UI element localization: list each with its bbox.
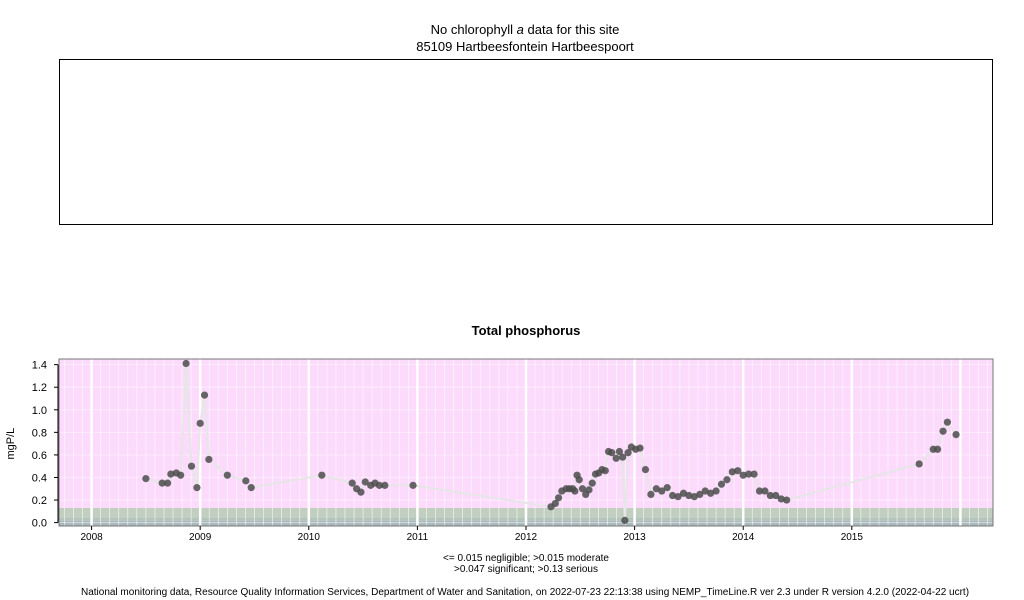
data-point [707, 489, 715, 497]
data-point [575, 476, 583, 484]
x-tick-label: 2012 [515, 532, 538, 543]
y-axis-label: mgP/L [5, 428, 17, 460]
footer-credit: National monitoring data, Resource Quali… [80, 587, 970, 598]
data-point [612, 454, 620, 462]
data-point [690, 493, 698, 501]
data-point [158, 479, 166, 487]
title-suffix: data for this site [527, 22, 620, 37]
threshold-note-2: >0.047 significant; >0.13 serious [454, 564, 598, 575]
data-point [619, 453, 627, 461]
data-point [242, 477, 250, 485]
data-point [624, 449, 632, 457]
data-point [652, 485, 660, 493]
data-point [761, 487, 769, 495]
data-point [375, 481, 383, 489]
data-point [167, 470, 175, 478]
data-point [187, 462, 196, 470]
data-point [685, 491, 693, 500]
data-point [381, 481, 389, 489]
data-point [728, 468, 736, 476]
data-point [952, 431, 960, 439]
empty-chart-title: No chlorophyll a data for this site [0, 22, 1024, 37]
data-point [739, 471, 747, 479]
data-point [679, 489, 688, 497]
data-point [409, 481, 417, 489]
data-point [783, 496, 791, 504]
data-point [934, 445, 942, 453]
data-point [182, 359, 190, 368]
data-point [164, 479, 172, 487]
chart-title: Total phosphorus [471, 323, 581, 338]
data-point [669, 491, 677, 500]
title-italic: a [516, 22, 524, 37]
data-point [571, 487, 579, 495]
data-point [357, 488, 365, 496]
data-point [193, 484, 201, 492]
data-point [636, 444, 644, 452]
data-point [717, 480, 726, 488]
title-prefix: No chlorophyll [430, 22, 514, 37]
data-point [318, 471, 326, 479]
x-tick-label: 2008 [80, 532, 103, 543]
data-point [772, 491, 780, 500]
data-point [766, 491, 774, 500]
y-tick-label: 0.8 [32, 427, 47, 439]
data-point [348, 479, 356, 487]
data-point [750, 470, 758, 478]
data-point [915, 460, 923, 468]
data-point [177, 471, 185, 479]
data-point [361, 478, 369, 486]
data-point [658, 487, 666, 495]
threshold-note-1: <= 0.015 negligible; >0.015 moderate [443, 553, 609, 564]
y-tick-label: 0.0 [32, 518, 47, 530]
data-point [200, 391, 209, 399]
data-point [701, 487, 709, 495]
y-tick-label: 0.6 [32, 450, 47, 462]
data-point [723, 476, 731, 484]
data-point [939, 427, 947, 435]
data-point [755, 487, 764, 495]
data-point [601, 467, 609, 475]
x-tick-label: 2014 [732, 532, 755, 543]
y-tick-label: 0.2 [32, 495, 47, 507]
data-point [663, 484, 671, 492]
data-point [205, 455, 213, 464]
data-point [585, 486, 593, 494]
data-point [554, 494, 563, 502]
data-point [777, 495, 785, 503]
data-point [608, 449, 616, 457]
data-point [588, 479, 596, 487]
y-tick-label: 0.4 [32, 472, 47, 484]
data-point [142, 475, 150, 483]
data-point [696, 490, 704, 499]
x-tick-label: 2011 [407, 532, 429, 543]
data-point [621, 516, 629, 524]
y-tick-label: 1.0 [32, 405, 47, 417]
data-point [712, 487, 720, 495]
data-point [647, 490, 655, 499]
data-point [196, 419, 204, 427]
phosphorus-chart: 0.0 0.2 0.4 0.6 0.8 1.0 1.2 1.4 2008 2009 2010 2011… [5, 358, 994, 543]
x-tick-label: 2015 [841, 532, 864, 543]
data-point [943, 418, 951, 426]
data-point [674, 493, 682, 501]
data-point [745, 470, 753, 478]
data-point [551, 499, 559, 508]
y-tick-label: 1.4 [32, 360, 47, 372]
data-point [247, 484, 255, 492]
x-tick-label: 2010 [298, 532, 321, 543]
data-point [641, 465, 650, 474]
data-point [223, 471, 231, 479]
data-point [734, 467, 742, 475]
empty-chlorophyll-panel [59, 59, 993, 225]
site-name: 85109 Hartbeesfontein Hartbeespoort [416, 39, 634, 54]
data-point [578, 485, 587, 493]
x-tick-label: 2013 [623, 532, 646, 543]
x-tick-label: 2009 [189, 532, 212, 543]
y-tick-label: 1.2 [32, 382, 47, 394]
data-point [615, 447, 624, 456]
